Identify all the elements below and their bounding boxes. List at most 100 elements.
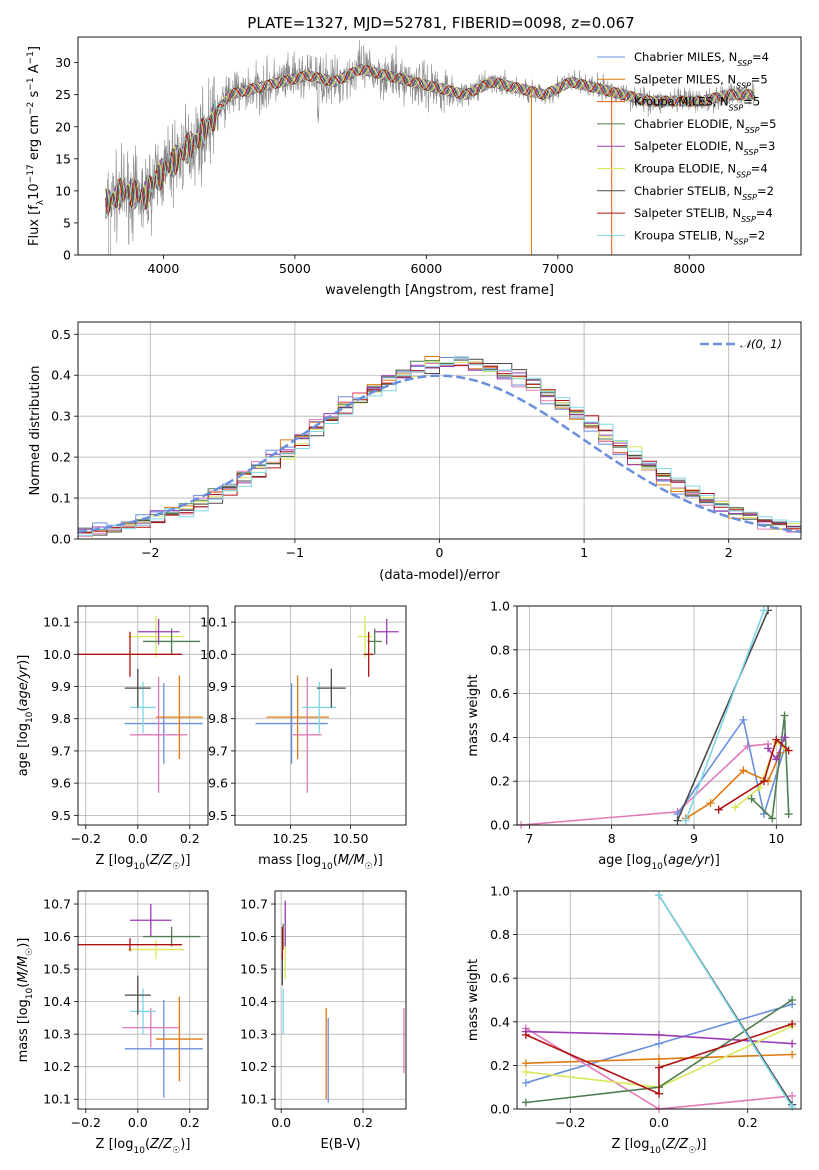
legend-label: Chabrier ELODIE, NSSP=5: [634, 117, 776, 134]
weight-marker: [788, 1091, 797, 1100]
y-tick-label: 30: [55, 55, 71, 70]
y-tick-label: 9.6: [51, 776, 71, 791]
y-tick-label: 10.1: [43, 1092, 71, 1107]
x-tick-label: 4000: [148, 261, 180, 276]
x-tick-label: 7: [525, 831, 533, 846]
weight-marker: [772, 755, 781, 764]
y-tick-label: 10.7: [43, 897, 71, 912]
weight-vs-Z-xlabel: Z [log10(Z/Z☉)]: [612, 1137, 707, 1156]
y-tick-label: 10.7: [240, 897, 268, 912]
y-tick-label: 10.4: [240, 994, 268, 1009]
residual-histogram: [78, 358, 801, 536]
model-spectrum: [105, 65, 756, 213]
y-tick-label: 10.0: [200, 647, 228, 662]
y-tick-label: 0.0: [490, 818, 510, 833]
weight-series: [676, 610, 769, 821]
x-tick-label: 6000: [410, 261, 442, 276]
y-tick-label: 0.2: [490, 774, 510, 789]
y-tick-label: 10.1: [43, 615, 71, 630]
legend-label: Chabrier STELIB, NSSP=2: [634, 184, 774, 202]
y-tick-label: 0.0: [490, 1102, 510, 1117]
weight-marker: [655, 1039, 663, 1048]
residuals-ylabel: Normed distribution: [28, 366, 43, 496]
mass-vs-Z-xlabel: Z [log10(Z/Z☉)]: [96, 1137, 191, 1156]
y-tick-label: 9.8: [51, 711, 71, 726]
residuals-frame: [77, 321, 802, 540]
weight-marker: [743, 742, 752, 751]
age-vs-Z-frame: [77, 605, 209, 826]
weight-series: [658, 894, 793, 1108]
weight-marker: [731, 803, 740, 812]
y-tick-label: 10.1: [240, 1092, 268, 1107]
legend-label: Kroupa MILES, NSSP=5: [634, 95, 760, 113]
y-tick-label: 10.4: [43, 994, 71, 1009]
y-tick-label: 10.6: [43, 929, 71, 944]
legend-label: 𝒩(0, 1): [740, 337, 782, 351]
age-vs-Z-ylabel: age [log10(age/yr)]: [16, 655, 35, 777]
y-tick-label: 0.4: [490, 730, 510, 745]
spectrum-xlabel: wavelength [Angstrom, rest frame]: [325, 283, 554, 298]
x-tick-label: −1: [286, 545, 304, 560]
weight-marker: [521, 1098, 530, 1107]
y-tick-label: 0.2: [51, 450, 71, 465]
x-tick-label: 10: [768, 831, 784, 846]
x-tick-label: 0.0: [128, 831, 148, 846]
weight-vs-Z-panel: −0.2 0.0 0.2 0.0 0.2 0.4 0.6 0.8 1.0 Z [log10(Z/Z…: [466, 884, 802, 1156]
x-tick-label: 0: [436, 545, 444, 560]
weight-marker: [788, 1019, 797, 1028]
x-tick-label: 2: [725, 545, 733, 560]
weight-marker: [788, 996, 797, 1004]
weight-marker: [739, 715, 748, 724]
weight-marker: [706, 799, 715, 808]
legend-label: Chabrier MILES, NSSP=4: [634, 50, 769, 68]
weight-marker: [788, 1050, 797, 1059]
y-tick-label: 0.6: [490, 686, 510, 701]
y-tick-label: 0.4: [490, 1014, 510, 1029]
y-tick-label: 10.2: [240, 1059, 268, 1074]
spectrum-frame: [77, 36, 802, 256]
y-tick-label: 9.9: [208, 679, 228, 694]
x-tick-label: 0.0: [271, 1115, 291, 1130]
weight-vs-age-xlabel: age [log10(age/yr)]: [598, 853, 720, 872]
figure-title: PLATE=1327, MJD=52781, FIBERID=0098, z=0…: [247, 14, 634, 32]
weight-marker: [764, 744, 773, 753]
weight-vs-age-frame: [516, 605, 802, 826]
weight-series: [676, 717, 786, 818]
weight-marker: [784, 746, 793, 755]
weight-series: [751, 715, 790, 821]
y-tick-label: 10.0: [43, 647, 71, 662]
age-vs-mass-frame: [234, 605, 407, 826]
residuals-grid: [78, 322, 801, 540]
weight-vs-age-panel: 7 8 9 10 0.0 0.2 0.4 0.6 0.8 1.0 age [log10(age/yr…: [466, 599, 802, 872]
weight-marker: [759, 606, 768, 615]
model-spectrum: [105, 63, 756, 219]
y-tick-label: 1.0: [490, 884, 510, 899]
weight-marker: [780, 733, 789, 742]
x-tick-label: −0.2: [71, 831, 101, 846]
mass-vs-EBV-frame: [274, 890, 407, 1110]
x-tick-label: 10.50: [333, 831, 369, 846]
y-tick-label: 20: [55, 119, 71, 134]
x-tick-label: 0.2: [180, 831, 200, 846]
weight-marker: [655, 1063, 663, 1072]
y-tick-label: 5: [63, 215, 71, 230]
y-tick-label: 0: [63, 248, 71, 263]
weight-marker: [772, 735, 781, 744]
y-tick-label: 9.9: [51, 679, 71, 694]
age-vs-mass-grid: [235, 606, 406, 825]
weight-marker: [759, 777, 768, 786]
weight-marker: [788, 1102, 797, 1111]
residuals-panel: −2 −1 0 1 2 0.0 0.1 0.2 0.3 0.4 0.5 (data-model)/er…: [28, 321, 802, 583]
y-tick-label: 9.6: [208, 776, 228, 791]
legend-label: Salpeter ELODIE, NSSP=3: [634, 139, 775, 157]
y-tick-label: 9.7: [51, 743, 71, 758]
weight-marker: [655, 1054, 663, 1063]
x-tick-label: −0.2: [71, 1115, 101, 1130]
x-tick-label: 8000: [673, 261, 705, 276]
x-tick-label: −2: [141, 545, 159, 560]
mass-vs-EBV-xlabel: E(B-V): [320, 1137, 360, 1152]
weight-vs-Z-frame: [516, 890, 802, 1110]
y-tick-label: 0.5: [51, 327, 71, 342]
spectrum-ylabel: Flux [fλ10−17 erg cm−2 s−1 A−1]: [26, 46, 46, 246]
